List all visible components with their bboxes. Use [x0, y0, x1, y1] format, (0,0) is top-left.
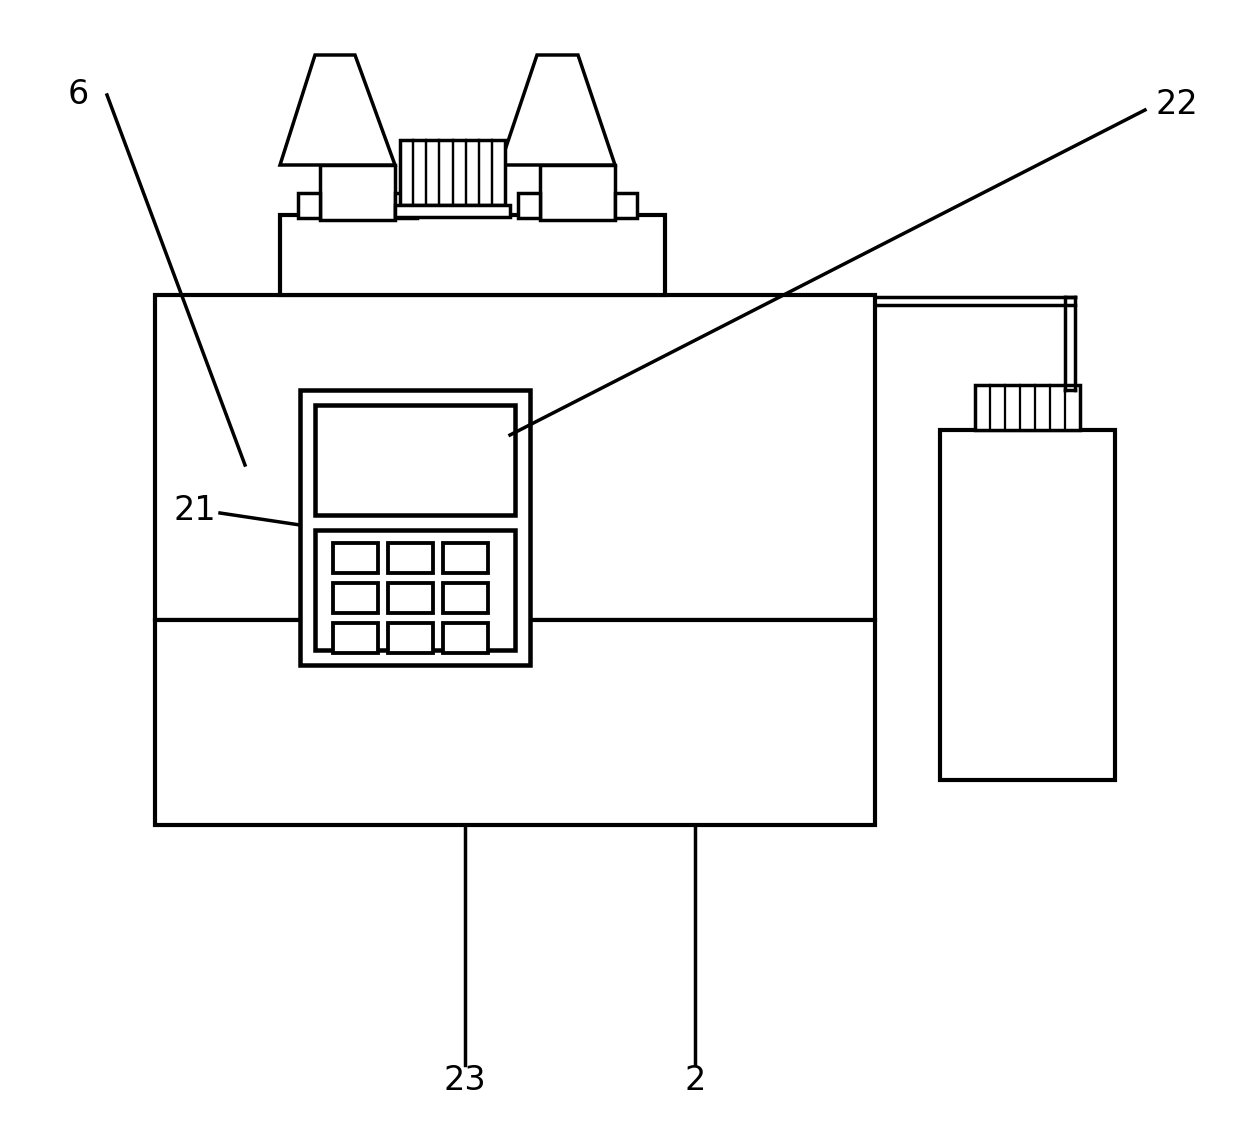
- Bar: [315, 404, 515, 516]
- Bar: [315, 530, 515, 650]
- Bar: [443, 623, 489, 653]
- Bar: [615, 193, 637, 218]
- Bar: [401, 140, 505, 205]
- Bar: [334, 623, 378, 653]
- Polygon shape: [280, 56, 396, 165]
- Bar: [539, 165, 615, 220]
- Bar: [320, 165, 396, 220]
- Bar: [388, 583, 433, 613]
- Polygon shape: [500, 56, 615, 165]
- Bar: [388, 623, 433, 653]
- Bar: [396, 193, 417, 218]
- Text: 23: 23: [444, 1064, 486, 1097]
- Bar: [298, 193, 320, 218]
- Text: 6: 6: [67, 78, 88, 111]
- Bar: [975, 385, 1080, 431]
- Bar: [155, 295, 875, 620]
- Bar: [443, 543, 489, 573]
- Bar: [300, 390, 529, 665]
- Bar: [280, 215, 665, 295]
- Bar: [334, 543, 378, 573]
- Bar: [518, 193, 539, 218]
- Bar: [443, 583, 489, 613]
- Bar: [940, 431, 1115, 780]
- Bar: [388, 543, 433, 573]
- Bar: [334, 583, 378, 613]
- Bar: [155, 620, 875, 825]
- Bar: [396, 205, 510, 218]
- Text: 22: 22: [1154, 88, 1198, 121]
- Text: 21: 21: [174, 494, 216, 527]
- Text: 2: 2: [684, 1064, 706, 1097]
